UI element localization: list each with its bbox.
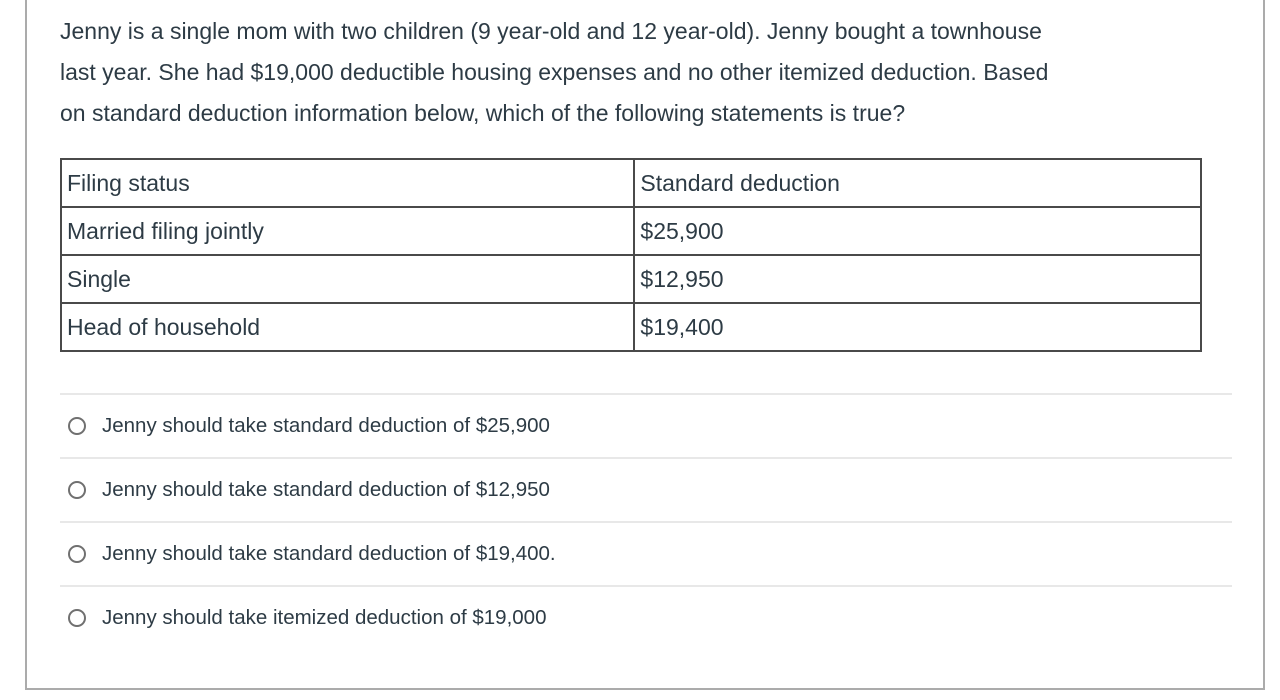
answer-option-label: Jenny should take standard deduction of …: [102, 478, 550, 501]
table-row: Single $12,950: [59, 254, 1202, 304]
answer-option-label: Jenny should take itemized deduction of …: [102, 606, 547, 629]
answer-options: Jenny should take standard deduction of …: [60, 393, 1232, 649]
radio-button[interactable]: [68, 481, 86, 499]
question-line: on standard deduction information below,…: [60, 100, 906, 126]
question-content: Jenny is a single mom with two children …: [27, 0, 1263, 649]
answer-option-2[interactable]: Jenny should take standard deduction of …: [60, 457, 1232, 521]
filing-status-cell: Head of household: [59, 302, 636, 352]
answer-option-label: Jenny should take standard deduction of …: [102, 542, 556, 565]
radio-button[interactable]: [68, 545, 86, 563]
column-header-filing-status: Filing status: [59, 158, 636, 208]
quiz-question-card: Jenny is a single mom with two children …: [25, 0, 1265, 690]
table-row: Head of household $19,400: [59, 302, 1202, 352]
standard-deduction-table: Filing status Standard deduction Married…: [59, 158, 1202, 352]
deduction-amount-cell: $19,400: [633, 302, 1202, 352]
table-header-row: Filing status Standard deduction: [59, 158, 1202, 208]
answer-option-3[interactable]: Jenny should take standard deduction of …: [60, 521, 1232, 585]
radio-button[interactable]: [68, 417, 86, 435]
deduction-amount-cell: $25,900: [633, 206, 1202, 256]
radio-button[interactable]: [68, 609, 86, 627]
question-text: Jenny is a single mom with two children …: [60, 11, 1263, 134]
answer-option-4[interactable]: Jenny should take itemized deduction of …: [60, 585, 1232, 649]
deduction-amount-cell: $12,950: [633, 254, 1202, 304]
table-row: Married filing jointly $25,900: [59, 206, 1202, 256]
answer-option-1[interactable]: Jenny should take standard deduction of …: [60, 393, 1232, 457]
filing-status-cell: Married filing jointly: [59, 206, 636, 256]
filing-status-cell: Single: [59, 254, 636, 304]
answer-option-label: Jenny should take standard deduction of …: [102, 414, 550, 437]
question-line: Jenny is a single mom with two children …: [60, 18, 1042, 44]
question-line: last year. She had $19,000 deductible ho…: [60, 59, 1049, 85]
column-header-standard-deduction: Standard deduction: [633, 158, 1202, 208]
